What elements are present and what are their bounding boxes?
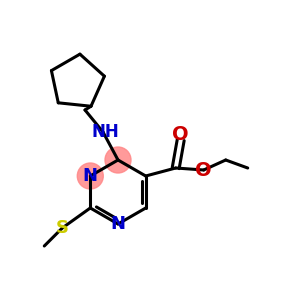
Text: NH: NH xyxy=(91,123,119,141)
Text: O: O xyxy=(195,160,212,179)
Circle shape xyxy=(105,147,131,173)
Text: N: N xyxy=(83,167,98,185)
Text: N: N xyxy=(110,215,125,233)
Text: S: S xyxy=(56,219,69,237)
Circle shape xyxy=(77,163,103,189)
Text: O: O xyxy=(172,125,189,145)
